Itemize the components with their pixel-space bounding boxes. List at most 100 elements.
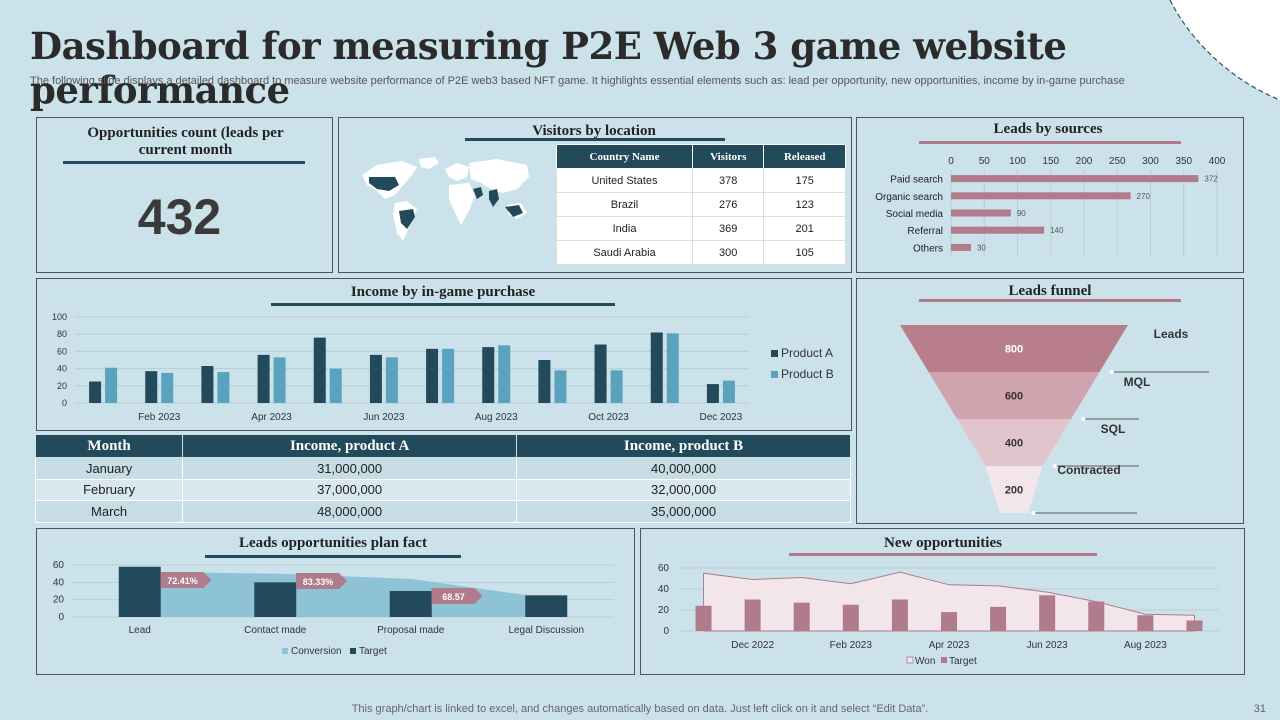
bar-target: [1137, 615, 1154, 631]
title-underline: [919, 299, 1181, 302]
table-row: January 31,000,000 40,000,000: [34, 457, 851, 480]
bar-product-a: [257, 354, 270, 403]
funnel-stage-label: SQL: [1101, 422, 1126, 436]
bar-target: [990, 606, 1007, 631]
tick-label: 100: [1009, 156, 1026, 167]
plan-fact-chart: 0 20 40 60 Lead Contact made Proposal made Lega…: [53, 560, 614, 657]
header-released: Released: [763, 144, 846, 169]
bar-product-a: [482, 347, 495, 403]
bar-product-b: [610, 370, 623, 403]
legend-swatch: [771, 350, 778, 357]
cell-country: India: [555, 216, 694, 241]
page-title: Dashboard for measuring P2E Web 3 game w…: [30, 24, 1067, 112]
funnel-marker: [1052, 464, 1057, 468]
x-tick-label: Feb 2023: [830, 640, 873, 651]
cell-country: United States: [555, 168, 694, 193]
bar-product-b: [385, 357, 398, 403]
data-label: 30: [977, 243, 986, 252]
cell-released: 175: [763, 168, 846, 193]
bar-target: [744, 599, 761, 631]
legend-swatch: [906, 656, 914, 664]
bar-product-b: [554, 370, 567, 403]
cell-visitors: 276: [692, 192, 765, 217]
funnel-marker: [1109, 370, 1114, 374]
cell-released: 123: [763, 192, 846, 217]
y-tick-label: 20: [53, 595, 65, 606]
bar: [951, 192, 1131, 200]
data-label: 372: [1204, 175, 1218, 184]
cell-month: February: [34, 478, 184, 501]
cell-income-a: 37,000,000: [182, 478, 518, 501]
bar: [951, 175, 1199, 183]
category-label: Others: [913, 243, 943, 254]
y-tick-label: 40: [658, 584, 670, 595]
bar: [951, 209, 1011, 217]
label-arrow: [160, 572, 212, 588]
funnel-value: 200: [1005, 485, 1023, 497]
x-tick-label: Apr 2023: [929, 640, 970, 651]
y-tick-label: 100: [52, 312, 67, 322]
legend-swatch: [282, 648, 288, 654]
legend-label: Conversion: [291, 646, 342, 657]
leads-sources-chart: 0 50 100 150 200 250 300 350 400 Paid search 372 Or…: [875, 156, 1226, 256]
y-tick-label: 20: [658, 605, 670, 616]
bar-product-b: [442, 348, 455, 403]
cell-released: 105: [763, 240, 846, 265]
cell-visitors: 300: [692, 240, 765, 265]
bar-target: [793, 602, 810, 631]
bar-target: [525, 595, 568, 617]
bar-product-b: [498, 345, 511, 403]
data-label: 140: [1050, 226, 1064, 235]
cell-month: January: [34, 457, 184, 480]
cell-income-a: 31,000,000: [182, 457, 518, 480]
legend-label: Target: [359, 646, 387, 657]
header-income-a: Income, product A: [182, 434, 518, 458]
label-arrow: [431, 588, 483, 604]
tick-label: 0: [948, 156, 954, 167]
bar-target: [941, 612, 957, 631]
cell-country: Brazil: [555, 192, 694, 217]
bar: [951, 226, 1045, 234]
title-underline: [465, 138, 725, 141]
tick-label: 350: [1175, 156, 1192, 167]
funnel-segment: [957, 419, 1071, 466]
area-conversion: [139, 571, 547, 617]
opportunities-title-line2: current month: [138, 142, 233, 158]
visitors-table: Country Name Visitors Released United St…: [555, 144, 846, 265]
percentage-label: 68.57: [442, 592, 465, 602]
cell-income-b: 35,000,000: [516, 500, 851, 523]
x-tick-label: Contact made: [244, 625, 307, 636]
legend-swatch: [350, 648, 356, 654]
bar-product-b: [161, 372, 174, 403]
x-tick-label: Aug 2023: [475, 412, 518, 423]
y-tick-label: 20: [57, 381, 67, 391]
title-underline: [63, 161, 305, 164]
tick-label: 50: [979, 156, 991, 167]
opportunities-title-line1: Opportunities count (leads per: [87, 125, 284, 141]
bar-product-a: [313, 337, 326, 403]
footer-note: This graph/chart is linked to excel, and…: [351, 703, 929, 715]
world-map: [362, 157, 529, 241]
y-tick-label: 60: [57, 346, 67, 356]
bar-product-a: [594, 344, 607, 403]
y-tick-label: 0: [58, 612, 64, 623]
funnel-marker: [1081, 417, 1086, 421]
legend-swatch: [771, 371, 778, 378]
y-tick-label: 60: [658, 563, 670, 574]
x-tick-label: Lead: [129, 625, 151, 636]
x-tick-label: Dec 2022: [731, 640, 774, 651]
bar-product-b: [329, 368, 342, 403]
cell-released: 201: [763, 216, 846, 241]
cell-income-b: 40,000,000: [516, 457, 851, 480]
title-underline: [271, 303, 615, 306]
x-tick-label: Aug 2023: [1124, 640, 1167, 651]
funnel-value: 600: [1005, 391, 1023, 403]
bar-product-a: [706, 384, 719, 403]
income-table: Month Income, product A Income, product …: [34, 434, 851, 523]
funnel-stage-label: Leads: [1154, 327, 1189, 341]
leads-funnel-panel: Leads funnel 800 Leads 600 MQL 400 SQL 200 Cont…: [856, 278, 1244, 524]
funnel-value: 400: [1005, 438, 1023, 450]
cell-visitors: 369: [692, 216, 765, 241]
x-tick-label: Jun 2023: [363, 412, 405, 423]
label-arrow: [296, 573, 347, 589]
